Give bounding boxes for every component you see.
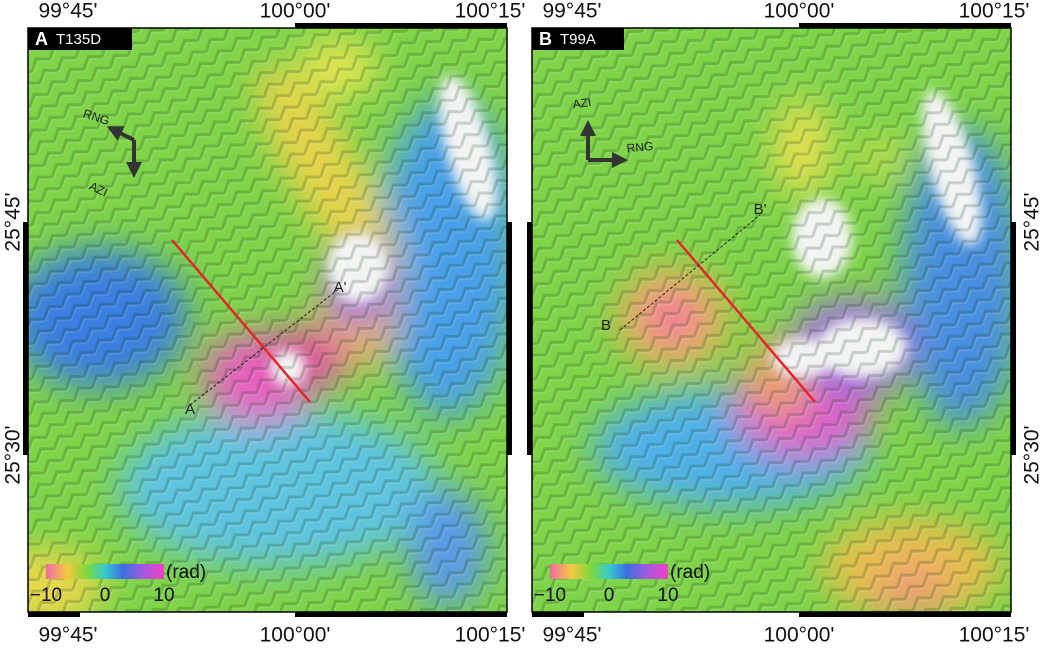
colorbar-unit: (rad) (670, 562, 710, 583)
longitude-label: 100°15' (959, 624, 1030, 647)
frame-bar (507, 222, 512, 455)
profile-line (619, 214, 761, 331)
panel-label: A (35, 29, 48, 49)
panel-label: B (539, 29, 552, 49)
colorbar-tick: 0 (100, 585, 111, 606)
colorbar-tick: 10 (153, 585, 174, 606)
longitude-label: 99°45' (38, 0, 97, 23)
longitude-label: 100°00' (260, 624, 331, 647)
longitude-label: 100°00' (764, 0, 835, 23)
profile-start: B (601, 317, 611, 334)
profile-line (189, 287, 341, 406)
frame-bar (295, 612, 507, 617)
profile-end: A' (334, 279, 347, 296)
latitude-label: 25°45' (2, 192, 25, 251)
colorbar-tick: 0 (604, 585, 615, 606)
range-arrow (106, 126, 135, 142)
latitude-label: 25°45' (1021, 192, 1044, 251)
frame-bar (532, 612, 584, 617)
interferogram (28, 28, 507, 612)
range-label: RNG (626, 139, 654, 155)
frame-bar (1011, 222, 1016, 455)
longitude-label: 100°15' (959, 0, 1030, 23)
frame-bar (527, 222, 532, 455)
colorbar (46, 564, 164, 579)
longitude-label: 100°00' (260, 0, 331, 23)
profile-start: A (185, 401, 195, 418)
track-label: T99A (560, 31, 596, 48)
frame-bar (799, 23, 1011, 28)
colorbar-tick: −10 (534, 585, 566, 606)
profile-end: B' (754, 201, 767, 218)
fault-line (171, 239, 311, 403)
frame-bar (799, 612, 1011, 617)
latitude-label: 25°30' (1021, 425, 1044, 484)
frame-bar (28, 612, 80, 617)
fault-line (676, 239, 816, 403)
hillshade (28, 28, 507, 612)
panel-label-box (28, 28, 132, 50)
longitude-label: 99°45' (38, 624, 97, 647)
frame-bar (23, 222, 28, 455)
interferogram (532, 28, 1011, 612)
colorbar-tick: −10 (30, 585, 62, 606)
longitude-label: 99°45' (542, 624, 601, 647)
map-panel: B B' RNG AZI B T99A (rad) −10 0 10 99°45' 99°45' 100… (527, 0, 1044, 647)
track-label: T135D (56, 31, 101, 48)
longitude-label: 100°00' (764, 624, 835, 647)
azimuth-label: AZI (572, 95, 592, 111)
longitude-label: 99°45' (542, 0, 601, 23)
hillshade (532, 28, 1011, 612)
panel-label-box (532, 28, 624, 50)
frame-bar (295, 23, 507, 28)
longitude-label: 100°15' (455, 0, 526, 23)
colorbar-unit: (rad) (166, 562, 206, 583)
latitude-label: 25°30' (2, 425, 25, 484)
colorbar-tick: 10 (657, 585, 678, 606)
colorbar (550, 564, 668, 579)
longitude-label: 100°15' (455, 624, 526, 647)
